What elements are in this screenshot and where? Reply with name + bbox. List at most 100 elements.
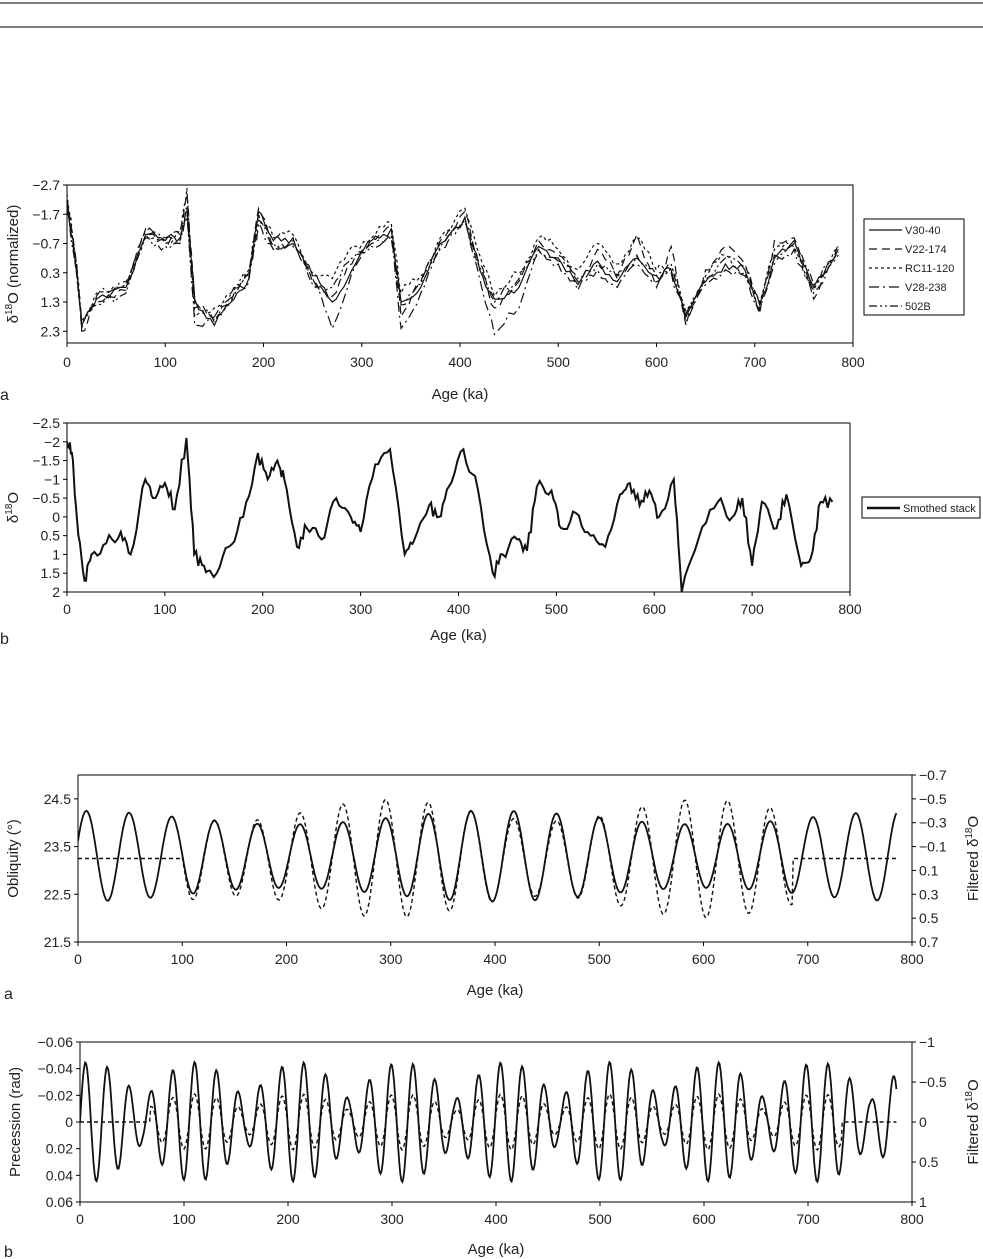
x-tick-label: 400 <box>484 1211 508 1227</box>
chart-precession: 0 100 200 300 400 500 600 700 800−0.06−0.04−0.02… <box>4 1034 982 1259</box>
y-right-tick-label: 1 <box>919 1194 927 1210</box>
legend-box <box>861 496 981 519</box>
x-tick-label: 800 <box>841 354 865 370</box>
x-axis-label: Age (ka) <box>467 982 524 999</box>
y-axis-label: δ18O (normalized) <box>4 205 22 324</box>
y-right-tick-label: 0.7 <box>919 934 939 950</box>
panel-label: a <box>4 986 13 1003</box>
y-tick-label: 1 <box>52 546 60 562</box>
x-tick-label: 800 <box>900 951 924 967</box>
x-tick-label: 600 <box>692 1211 716 1227</box>
legend-label: V28-238 <box>905 282 947 294</box>
x-tick-label: 600 <box>692 951 716 967</box>
y-tick-label: 0 <box>65 1114 73 1130</box>
y-right-axis-label: Filtered δ18O <box>964 1079 982 1164</box>
series-line-Smothed stack <box>67 437 834 592</box>
y-tick-label: −1 <box>44 471 60 487</box>
legend-label: Smothed stack <box>903 503 976 515</box>
x-tick-label: 300 <box>379 951 403 967</box>
y-right-tick-label: 0 <box>919 1114 927 1130</box>
y-tick-label: −0.5 <box>32 490 60 506</box>
y-right-tick-label: 0.5 <box>919 1154 939 1170</box>
x-tick-label: 200 <box>251 601 275 617</box>
y-right-tick-label: −0.5 <box>919 1074 947 1090</box>
y-axis-label: Precession (rad) <box>7 1067 24 1177</box>
x-tick-label: 100 <box>153 601 177 617</box>
y-tick-label: 1.5 <box>41 565 61 581</box>
y-tick-label: −0.04 <box>38 1061 74 1077</box>
y-axis-label: Obliquity (°) <box>5 819 22 898</box>
panel-label: b <box>0 631 9 648</box>
x-tick-label: 100 <box>172 1211 196 1227</box>
x-axis-label: Age (ka) <box>430 627 487 644</box>
x-tick-label: 300 <box>349 601 373 617</box>
chart-obliquity: 0 100 200 300 400 500 600 700 800 21.5 22.5 23.5 24.… <box>4 767 982 1003</box>
y-tick-label: 0.3 <box>41 265 61 281</box>
x-tick-label: 100 <box>171 951 195 967</box>
x-tick-label: 700 <box>796 951 820 967</box>
y-tick-label: 2 <box>52 584 60 600</box>
x-axis-label: Age (ka) <box>468 1241 525 1258</box>
x-tick-label: 400 <box>448 354 472 370</box>
y-right-tick-label: −0.7 <box>919 767 947 783</box>
series-line-502B <box>67 208 839 321</box>
y-right-tick-label: −0.5 <box>919 791 947 807</box>
filtered-line <box>78 798 897 919</box>
series-line-V22-174 <box>67 193 839 333</box>
x-tick-label: 600 <box>643 601 667 617</box>
x-tick-label: 200 <box>275 951 299 967</box>
y-tick-label: 0.06 <box>46 1194 73 1210</box>
x-tick-label: 0 <box>63 354 71 370</box>
x-tick-label: 700 <box>796 1211 820 1227</box>
legend: V30-40 V22-174 RC11-120 V28-238 502B <box>863 218 965 316</box>
x-tick-label: 700 <box>740 601 764 617</box>
y-tick-label: 0.04 <box>46 1167 73 1183</box>
x-tick-label: 700 <box>743 354 767 370</box>
y-tick-label: 0.02 <box>46 1141 73 1157</box>
x-tick-label: 200 <box>276 1211 300 1227</box>
y-right-tick-label: 0.5 <box>919 910 939 926</box>
legend-box <box>863 218 965 316</box>
x-tick-label: 0 <box>74 951 82 967</box>
panel-label: b <box>4 1244 13 1259</box>
y-tick-label: −2.7 <box>32 177 60 193</box>
plot-area <box>66 184 854 344</box>
y-right-tick-label: 0.1 <box>919 862 939 878</box>
y-axis-label: δ18O <box>4 492 22 523</box>
x-tick-label: 500 <box>588 1211 612 1227</box>
x-tick-label: 0 <box>76 1211 84 1227</box>
chart-smoothed-stack: 0 100 200 300 400 500 600 700 800 −2.5 −2 −1.5 −1 −0.… <box>0 415 981 648</box>
y-tick-label: −1.7 <box>32 206 60 222</box>
x-tick-label: 500 <box>547 354 571 370</box>
x-tick-label: 500 <box>588 951 612 967</box>
y-tick-label: 0 <box>52 509 60 525</box>
x-axis-label: Age (ka) <box>432 386 489 403</box>
x-tick-label: 0 <box>63 601 71 617</box>
y-tick-label: 24.5 <box>44 791 71 807</box>
precession-line <box>80 1060 898 1184</box>
panel-label: a <box>0 387 9 404</box>
x-tick-label: 100 <box>154 354 178 370</box>
x-tick-label: 800 <box>900 1211 924 1227</box>
legend-label: V22-174 <box>905 244 947 256</box>
y-tick-label: 21.5 <box>44 934 71 950</box>
x-tick-label: 400 <box>447 601 471 617</box>
y-tick-label: 0.5 <box>41 528 61 544</box>
y-tick-label: 23.5 <box>44 839 71 855</box>
y-right-axis-label: Filtered δ18O <box>964 816 982 901</box>
y-tick-label: −0.02 <box>38 1087 74 1103</box>
legend-label: V30-40 <box>905 225 940 237</box>
y-tick-label: −0.7 <box>32 236 60 252</box>
series-line-RC11-120 <box>67 187 839 325</box>
x-tick-label: 300 <box>380 1211 404 1227</box>
obliquity-line <box>78 809 898 903</box>
x-tick-label: 300 <box>350 354 374 370</box>
legend-label: 502B <box>905 301 931 313</box>
x-tick-label: 800 <box>838 601 862 617</box>
x-tick-label: 400 <box>483 951 507 967</box>
y-tick-label: −2.5 <box>32 415 60 431</box>
y-tick-label: 22.5 <box>44 886 71 902</box>
y-right-tick-label: −0.3 <box>919 815 947 831</box>
x-tick-label: 600 <box>645 354 669 370</box>
